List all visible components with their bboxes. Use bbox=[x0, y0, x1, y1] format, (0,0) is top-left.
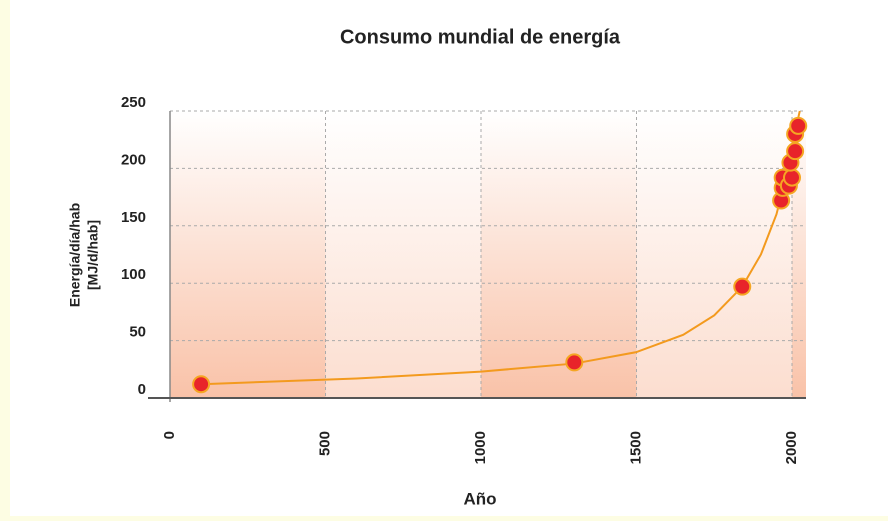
y-tick-label: 200 bbox=[121, 151, 146, 168]
plot-band bbox=[636, 111, 793, 398]
x-tick-label: 500 bbox=[316, 431, 333, 456]
y-tick-label: 250 bbox=[121, 94, 146, 111]
x-axis-label: Año bbox=[463, 489, 496, 508]
y-tick-label: 50 bbox=[129, 324, 146, 341]
y-tick-label: 0 bbox=[138, 381, 146, 398]
y-tick-label: 150 bbox=[121, 209, 146, 226]
x-tick-label: 0 bbox=[161, 431, 178, 439]
x-tick-label: 1500 bbox=[627, 431, 644, 464]
chart-title: Consumo mundial de energía bbox=[340, 26, 621, 48]
plot-band bbox=[481, 111, 637, 398]
data-point bbox=[783, 168, 802, 187]
plot-band bbox=[325, 111, 482, 398]
data-point bbox=[789, 116, 808, 135]
plot-band bbox=[170, 111, 326, 398]
data-point bbox=[733, 277, 752, 296]
y-axis-label: Energía/día/hab bbox=[67, 203, 83, 307]
y-tick-label: 100 bbox=[121, 266, 146, 283]
data-point bbox=[192, 375, 211, 394]
data-point bbox=[565, 353, 584, 372]
y-axis-label: [MJ/d/hab] bbox=[85, 220, 101, 290]
data-point bbox=[786, 142, 805, 161]
x-tick-label: 1000 bbox=[472, 431, 489, 464]
x-tick-label: 2000 bbox=[783, 431, 800, 464]
